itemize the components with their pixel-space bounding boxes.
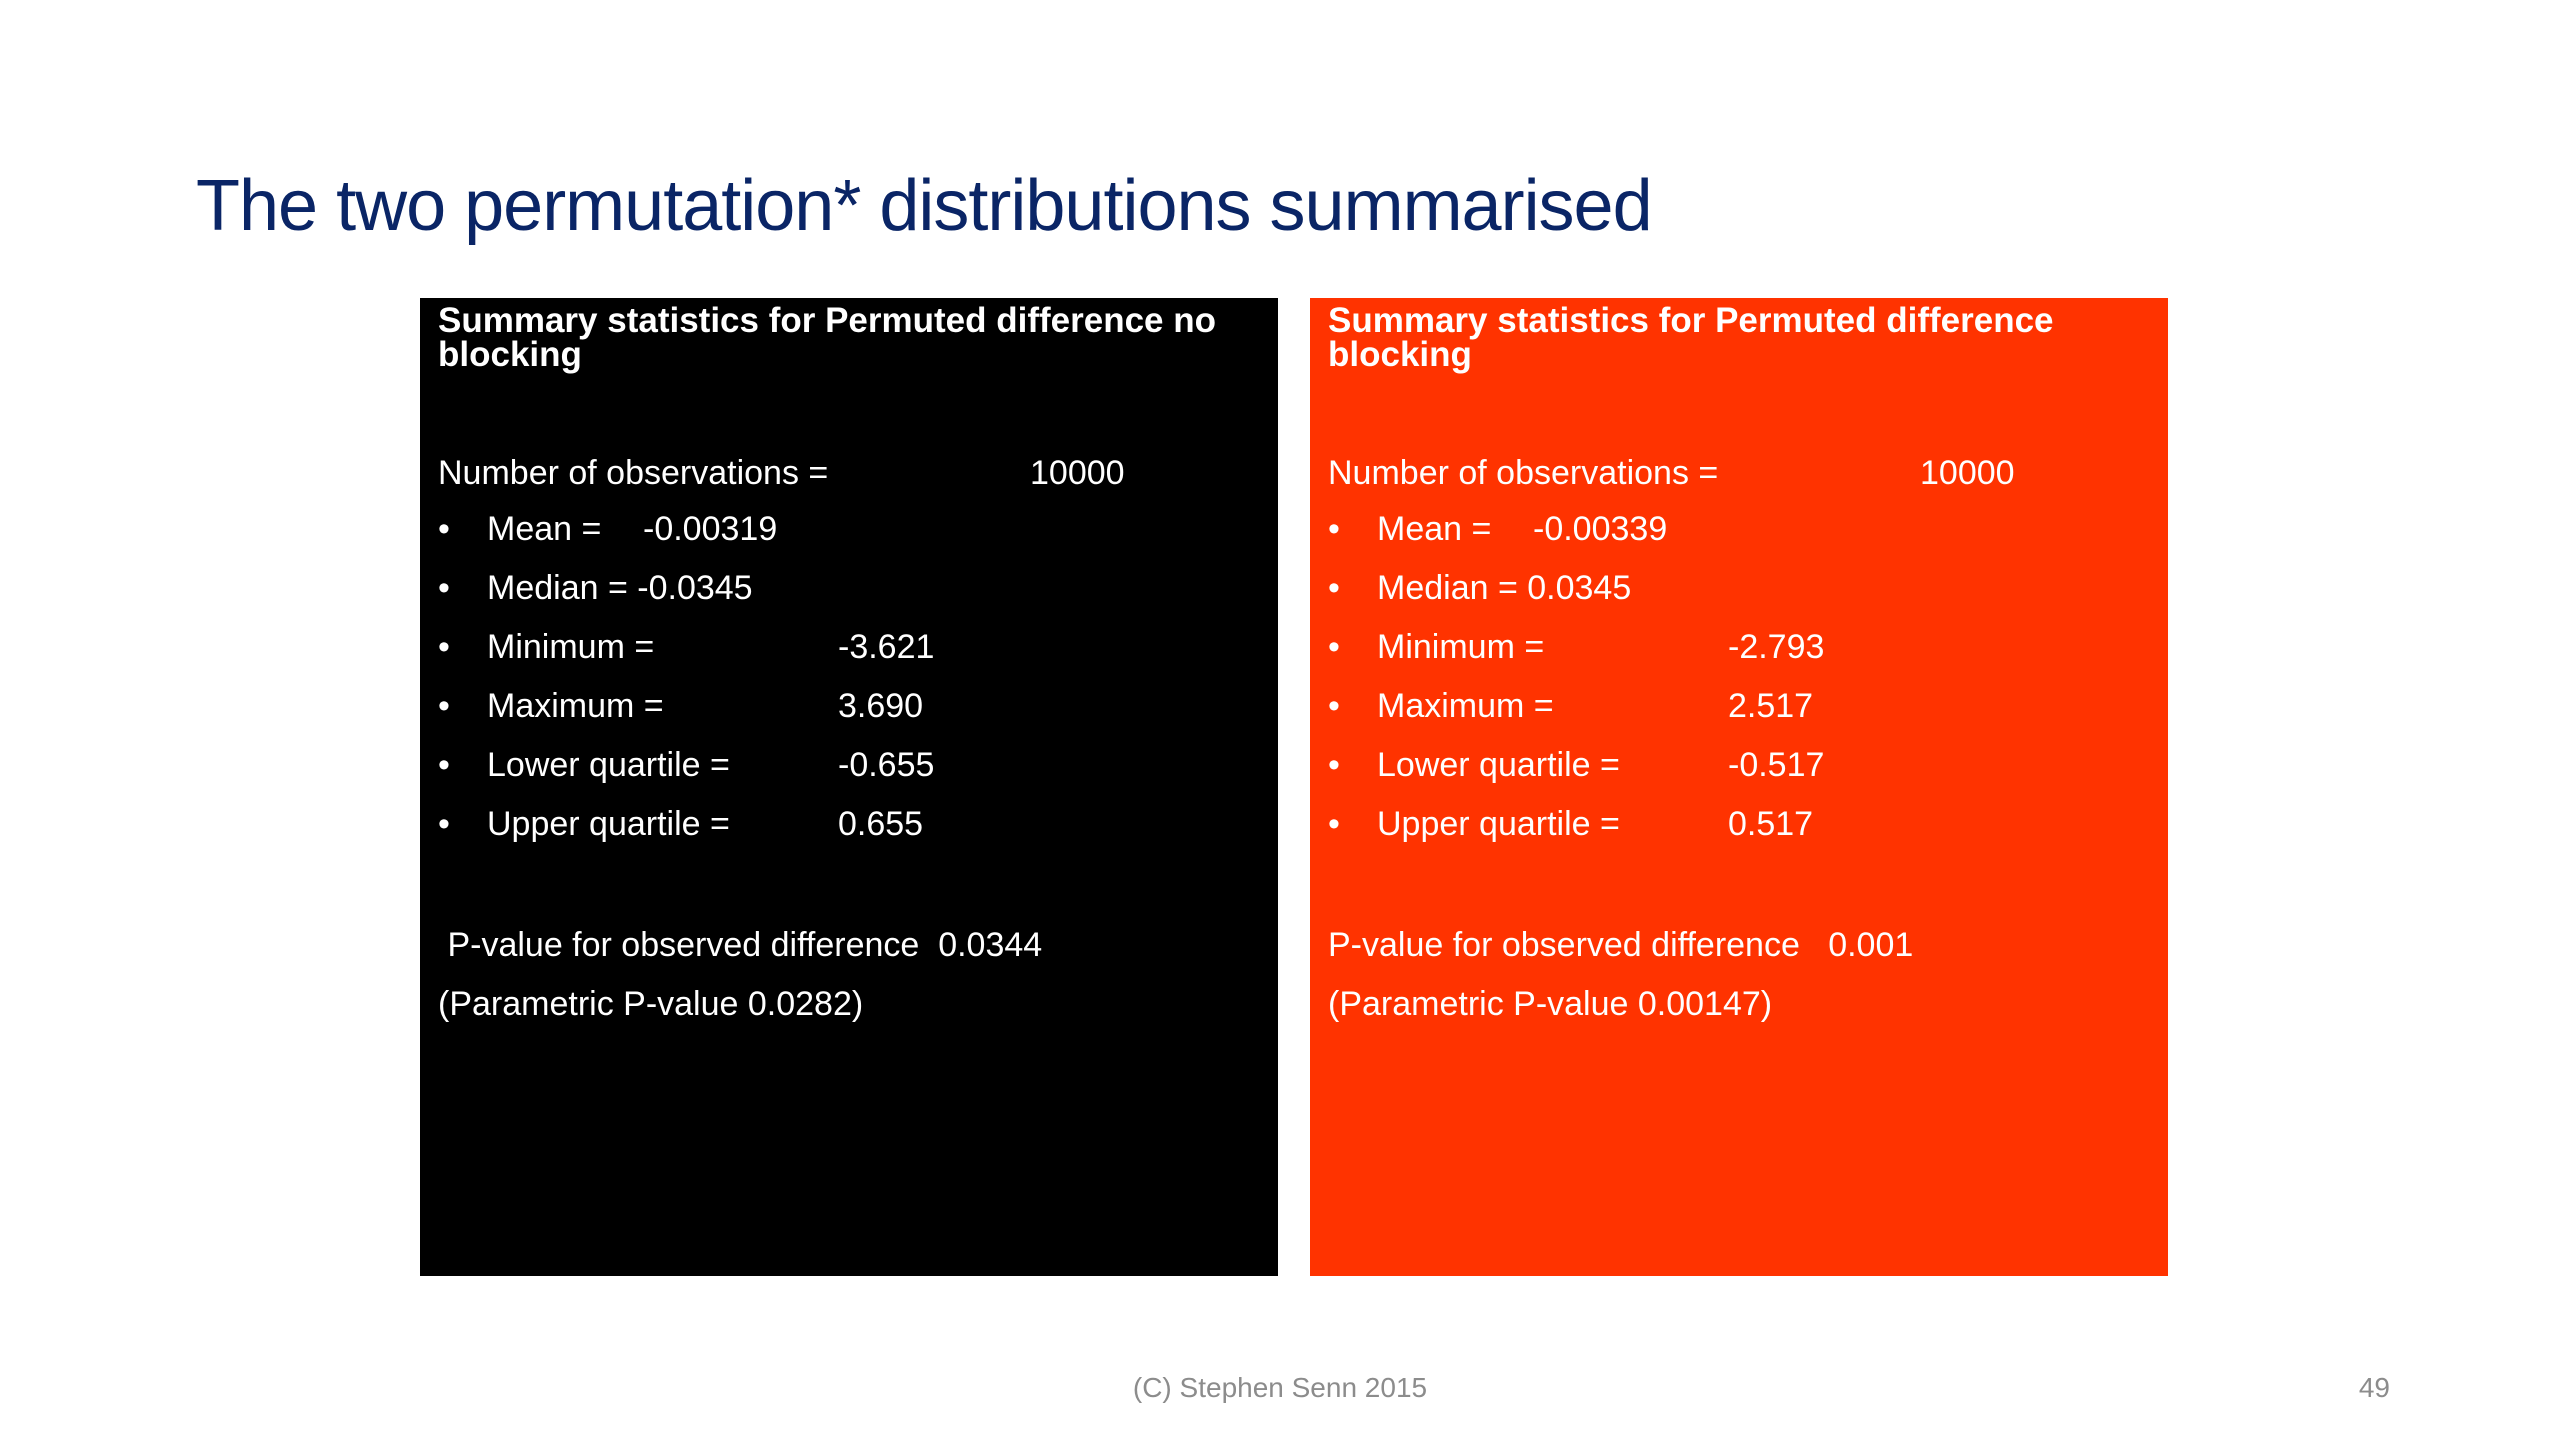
stat-value: -3.621 <box>838 628 935 666</box>
stat-value: 2.517 <box>1728 687 1814 725</box>
stat-value: -0.00319 <box>643 510 778 548</box>
stat-label: Upper quartile = <box>1377 805 1620 843</box>
stat-label: Lower quartile = <box>1377 746 1620 784</box>
panel-no-blocking: Summary statistics for Permuted differen… <box>420 298 1278 1276</box>
stat-label: Mean = <box>487 510 602 548</box>
stat-value: 0.517 <box>1728 805 1814 843</box>
slide-title: The two permutation* distributions summa… <box>196 166 1653 246</box>
parametric-pvalue-line: (Parametric P-value 0.0282) <box>438 985 864 1023</box>
pvalue-line: P-value for observed difference 0.001 <box>1328 926 1914 964</box>
stat-value: 0.655 <box>838 805 924 843</box>
page-number: 49 <box>2358 1372 2390 1403</box>
observations-value: 10000 <box>1030 454 1125 492</box>
observations-label: Number of observations = <box>1328 454 1719 492</box>
stat-value: -0.517 <box>1728 746 1825 784</box>
stat-value: -2.793 <box>1728 628 1825 666</box>
stat-label: Mean = <box>1377 510 1492 548</box>
observations-value: 10000 <box>1920 454 2015 492</box>
observations-label: Number of observations = <box>438 454 829 492</box>
panel-heading: Summary statistics for Permuted differen… <box>438 301 1216 374</box>
parametric-pvalue-line: (Parametric P-value 0.00147) <box>1328 985 1773 1023</box>
slide-footer: (C) Stephen Senn 2015 <box>1132 1372 1428 1403</box>
stat-label: Upper quartile = <box>487 805 730 843</box>
stat-label: Median = -0.0345 <box>487 569 753 607</box>
panel-heading: Summary statistics for Permuted differen… <box>1328 301 2054 374</box>
panel-blocking: Summary statistics for Permuted differen… <box>1310 298 2168 1276</box>
stat-label: Minimum = <box>1377 628 1545 666</box>
stat-label: Maximum = <box>487 687 664 725</box>
stat-label: Maximum = <box>1377 687 1554 725</box>
stat-label: Minimum = <box>487 628 655 666</box>
stat-value: 3.690 <box>838 687 924 725</box>
stat-label: Lower quartile = <box>487 746 730 784</box>
stat-label: Median = 0.0345 <box>1377 569 1632 607</box>
stat-value: -0.655 <box>838 746 935 784</box>
stat-value: -0.00339 <box>1533 510 1668 548</box>
pvalue-line: P-value for observed difference 0.0344 <box>438 926 1043 964</box>
